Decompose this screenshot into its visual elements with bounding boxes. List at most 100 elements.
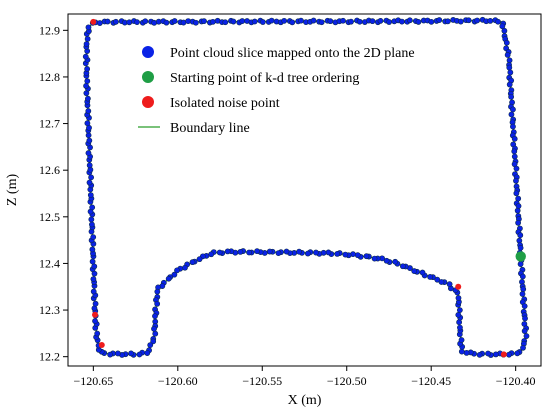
cloud-point <box>495 18 501 25</box>
cloud-point <box>386 19 392 25</box>
legend-marker <box>142 96 154 108</box>
cloud-point <box>519 273 526 280</box>
cloud-point <box>283 248 290 255</box>
cloud-point <box>216 249 223 256</box>
y-axis-ticks: 12.2 12.3 12.4 12.5 12.6 12.7 12.8 12.9 <box>39 23 68 364</box>
cloud-point <box>275 250 282 257</box>
legend: Point cloud slice mapped onto the 2D pla… <box>138 46 415 136</box>
cloud-point <box>517 261 524 268</box>
noise-point <box>98 342 105 349</box>
cloud-point <box>85 24 92 31</box>
cloud-point <box>517 232 524 239</box>
cloud-point <box>85 150 92 156</box>
cloud-point <box>458 337 465 343</box>
cloud-point <box>251 18 258 25</box>
cloud-point <box>192 19 199 26</box>
cloud-point <box>446 281 453 288</box>
cloud-point <box>85 108 92 114</box>
cloud-point <box>91 263 98 270</box>
cloud-point <box>523 333 530 339</box>
cloud-point <box>189 259 196 266</box>
cloud-point <box>89 221 95 228</box>
noise-point <box>92 311 99 318</box>
noise-point <box>455 283 462 290</box>
cloud-point <box>318 19 325 26</box>
cloud-point <box>82 53 89 60</box>
x-axis-label: X (m) <box>288 393 322 408</box>
cloud-point <box>513 190 520 197</box>
cloud-point <box>399 18 405 25</box>
cloud-point <box>246 249 252 256</box>
noise-point <box>500 351 507 358</box>
cloud-point <box>514 350 521 357</box>
cloud-point <box>128 350 134 357</box>
legend-marker <box>142 46 154 58</box>
cloud-point <box>457 18 464 25</box>
cloud-point <box>515 203 522 209</box>
plot-frame <box>67 13 542 367</box>
cloud-point <box>457 324 463 331</box>
cloud-point <box>508 93 515 100</box>
cloud-point <box>511 135 518 142</box>
cloud-point <box>154 300 161 307</box>
cloud-point <box>154 288 161 295</box>
cloud-point <box>84 66 91 72</box>
cloud-point <box>334 251 341 257</box>
cloud-point <box>281 17 288 24</box>
cloud-point <box>222 19 229 26</box>
cloud-point <box>126 19 133 26</box>
y-tick-label: 12.7 <box>39 117 60 131</box>
cloud-point <box>428 18 435 25</box>
cloud-point <box>152 313 158 320</box>
cloud-point <box>152 330 159 337</box>
cloud-point <box>87 192 94 198</box>
cloud-point <box>171 271 178 278</box>
cloud-point <box>506 351 512 358</box>
cloud-point <box>340 17 346 24</box>
legend-marker <box>142 71 154 83</box>
cloud-point <box>88 216 95 223</box>
cloud-point <box>104 18 111 25</box>
cloud-point <box>455 295 462 301</box>
cloud-point <box>88 174 95 181</box>
cloud-point <box>436 17 443 23</box>
cloud-point <box>147 342 154 348</box>
cloud-point <box>83 41 90 47</box>
cloud-point <box>182 264 188 271</box>
cloud-point <box>519 291 526 297</box>
cloud-point <box>90 276 97 283</box>
cloud-point <box>513 177 519 184</box>
cloud-point <box>96 20 103 26</box>
cloud-point <box>296 248 303 255</box>
cloud-point <box>356 18 363 25</box>
cloud-point <box>354 252 361 259</box>
cloud-point <box>485 350 491 357</box>
cloud-point <box>254 248 260 255</box>
cloud-point <box>266 248 273 255</box>
cloud-point <box>348 18 354 25</box>
cloud-point <box>107 351 113 358</box>
cloud-point <box>325 249 332 256</box>
cloud-point <box>455 311 462 318</box>
cloud-point <box>327 18 334 25</box>
cloud-point <box>209 18 216 25</box>
y-tick-label: 12.6 <box>39 163 60 177</box>
cloud-point <box>511 153 518 160</box>
cloud-point <box>83 83 89 89</box>
x-tick-label: −120.45 <box>411 374 451 388</box>
y-tick-label: 12.9 <box>39 23 60 37</box>
legend-label: Point cloud slice mapped onto the 2D pla… <box>170 46 415 61</box>
cloud-point <box>90 234 97 241</box>
cloud-point <box>506 81 513 88</box>
y-tick-label: 12.2 <box>39 350 60 364</box>
cloud-point <box>521 303 528 310</box>
cloud-point <box>237 248 244 255</box>
x-axis-ticks: −120.65 −120.60 −120.55 −120.50 −120.45 −120.… <box>73 366 536 388</box>
cloud-point <box>84 36 91 42</box>
cloud-point <box>444 18 451 25</box>
cloud-point <box>150 338 157 345</box>
cloud-point <box>268 17 275 24</box>
cloud-point <box>89 204 96 211</box>
y-tick-label: 12.4 <box>39 256 60 270</box>
